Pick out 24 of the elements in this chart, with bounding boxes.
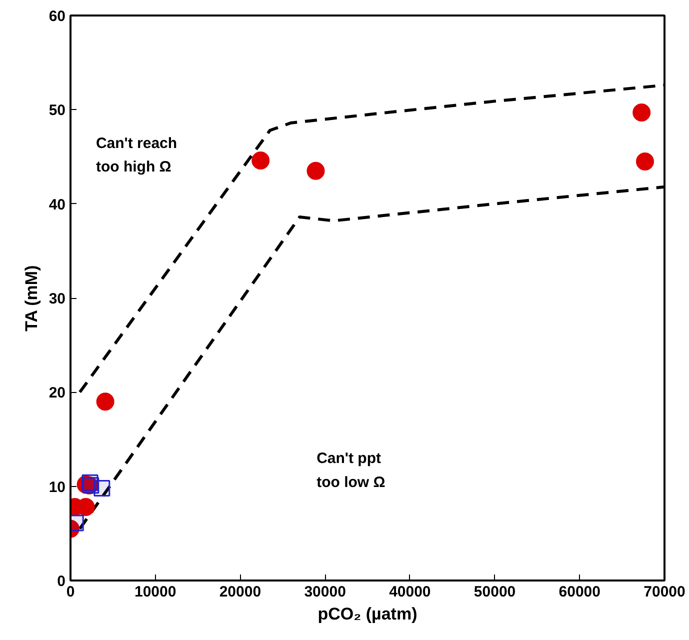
x-tick-label: 30000 — [304, 584, 346, 600]
x-tick-label: 50000 — [474, 584, 516, 600]
x-tick-label: 70000 — [644, 584, 686, 600]
point — [632, 104, 651, 122]
y-tick-label: 10 — [48, 478, 66, 496]
y-tick-label: 30 — [48, 290, 66, 308]
annotation: Can't ppt too low Ω — [316, 450, 386, 492]
point — [636, 152, 654, 170]
x-tick-label: 10000 — [134, 584, 176, 600]
point — [96, 392, 114, 411]
point — [252, 152, 270, 170]
x-tick-label: 40000 — [389, 584, 431, 600]
y-tick-label: 50 — [48, 102, 66, 120]
point — [306, 162, 325, 180]
y-axis-title: TA (mM) — [22, 265, 41, 332]
x-tick-label: 20000 — [219, 584, 262, 600]
point — [94, 480, 110, 496]
y-tick-label: 60 — [48, 8, 66, 25]
y-tick-label: 0 — [57, 573, 66, 590]
y-tick-label: 20 — [48, 384, 66, 402]
x-axis-title: pCO₂ (µatm) — [318, 604, 418, 624]
x-tick-label: 60000 — [558, 584, 601, 600]
annotation: Can't reach too high Ω — [96, 134, 178, 176]
y-tick-label: 40 — [48, 196, 66, 214]
